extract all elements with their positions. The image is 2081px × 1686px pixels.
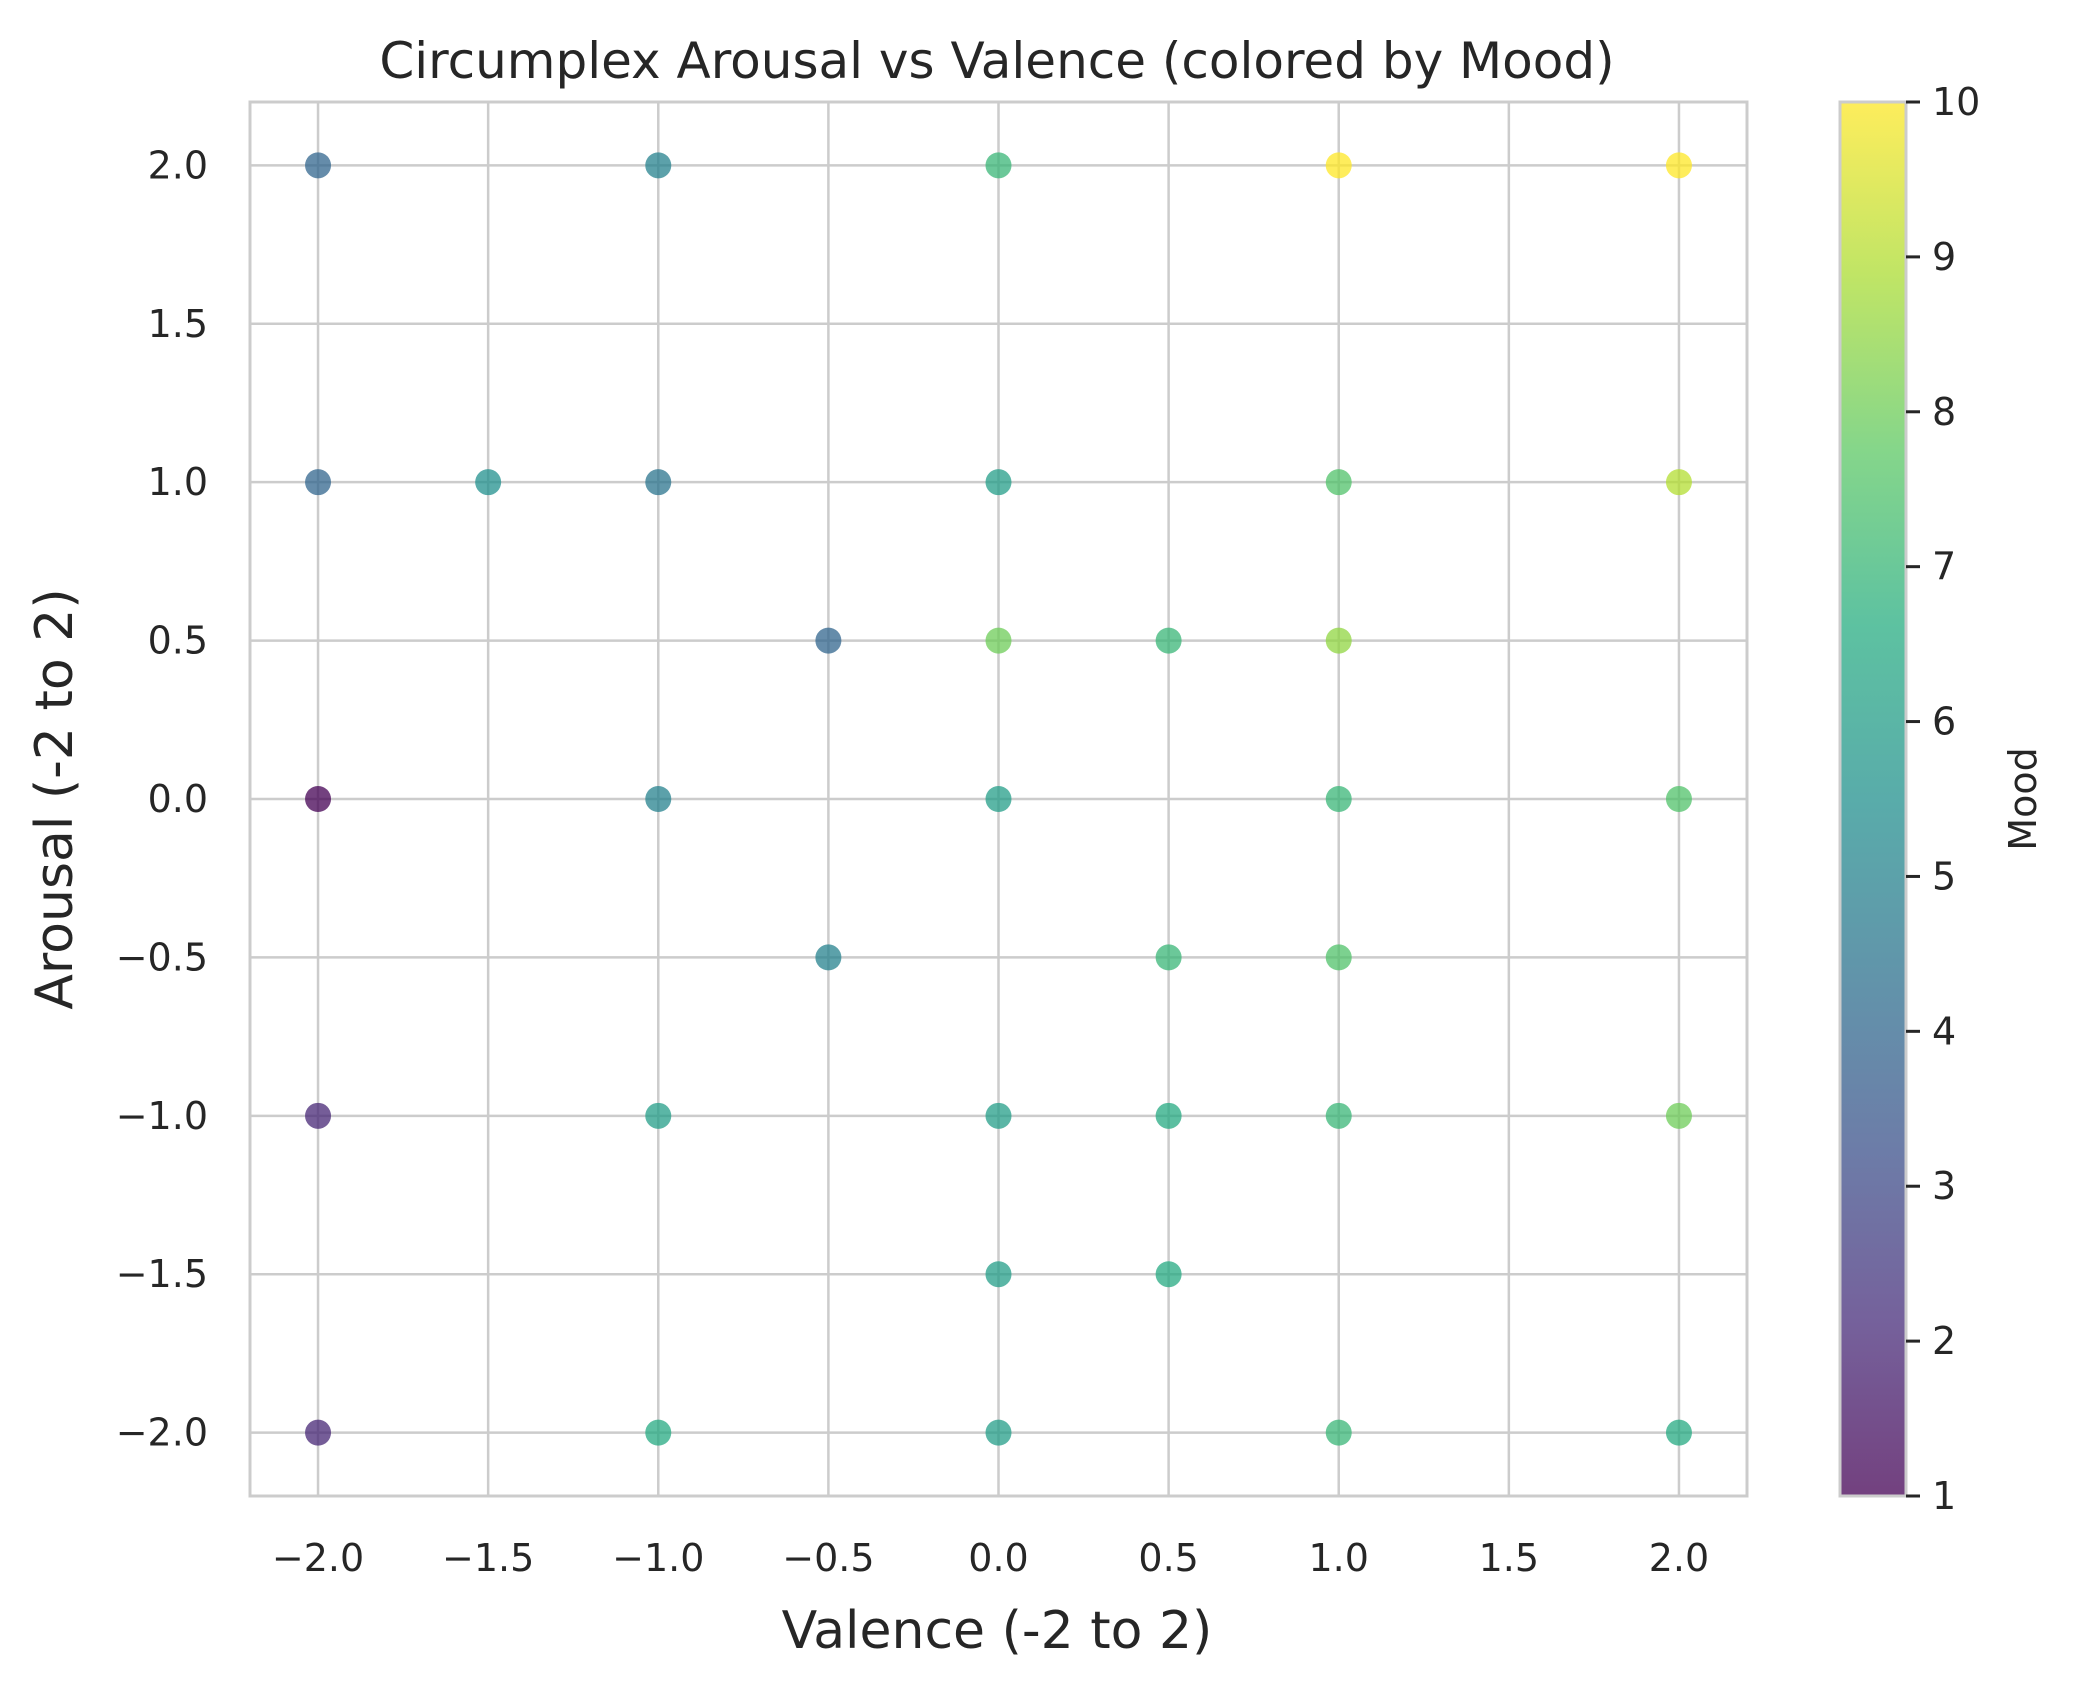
scatter-point — [1325, 944, 1352, 971]
plot-area: −2.0 −1.5 −1.0 −0.5 0.0 0.5 1.0 1.5 2.0 −2.0 −1.5 −… — [116, 100, 1749, 1580]
scatter-point — [985, 786, 1012, 812]
scatter-point — [985, 469, 1012, 496]
scatter-point — [645, 469, 672, 496]
colorbar-gradient — [1838, 100, 1908, 1498]
scatter-point — [815, 944, 842, 971]
scatter-point — [1325, 786, 1352, 812]
scatter-point — [815, 627, 842, 654]
colorbar-label: Mood — [2001, 747, 2045, 850]
scatter-point — [985, 1261, 1012, 1288]
colorbar-tick-label: 1 — [1932, 1474, 1956, 1518]
colorbar-tick-label: 9 — [1932, 235, 1956, 279]
x-tick-label: −0.5 — [782, 1536, 874, 1580]
scatter-point — [1325, 627, 1352, 654]
y-tick-label: −2.0 — [116, 1411, 208, 1455]
scatter-point — [1665, 469, 1692, 496]
y-tick-label: 1.5 — [148, 302, 208, 346]
x-tick-label: 0.0 — [968, 1536, 1028, 1580]
y-tick-label: −0.5 — [116, 935, 208, 979]
colorbar-tick-label: 10 — [1932, 80, 1980, 124]
x-tick-label: 0.5 — [1138, 1536, 1198, 1580]
y-tick-label: 1.0 — [148, 460, 208, 504]
x-tick-label: 1.5 — [1479, 1536, 1539, 1580]
scatter-point — [985, 1102, 1012, 1129]
x-tick-label: −1.5 — [442, 1536, 534, 1580]
scatter-point — [1665, 1419, 1692, 1446]
colorbar-tick-label: 5 — [1932, 854, 1956, 898]
colorbar-tick-label: 2 — [1932, 1319, 1956, 1363]
y-tick-label: −1.5 — [116, 1252, 208, 1296]
scatter-point — [305, 469, 332, 496]
scatter-point — [305, 1419, 332, 1446]
chart-title: Circumplex Arousal vs Valence (colored b… — [379, 32, 1614, 90]
scatter-point — [1155, 1102, 1182, 1129]
scatter-point — [645, 1419, 672, 1446]
scatter-point — [1325, 152, 1352, 179]
x-tick-label: −2.0 — [272, 1536, 364, 1580]
scatter-point — [1155, 944, 1182, 971]
scatter-point — [1325, 469, 1352, 496]
scatter-point — [305, 786, 332, 812]
scatter-point — [1665, 152, 1692, 179]
scatter-point — [305, 152, 332, 179]
colorbar: 1 2 3 4 5 6 7 8 9 10 — [1838, 80, 1980, 1518]
scatter-point — [1665, 786, 1692, 812]
scatter-point — [1665, 1102, 1692, 1129]
scatter-point — [475, 469, 502, 496]
scatter-point — [985, 152, 1012, 179]
colorbar-tick-label: 7 — [1932, 545, 1956, 589]
scatter-point — [1325, 1102, 1352, 1129]
y-tick-label: 2.0 — [148, 143, 208, 187]
y-tick-label: −1.0 — [116, 1094, 208, 1138]
scatter-point — [1155, 1261, 1182, 1288]
colorbar-tick-label: 4 — [1932, 1009, 1956, 1053]
x-tick-label: −1.0 — [612, 1536, 704, 1580]
scatter-point — [645, 786, 672, 812]
y-tick-label: 0.0 — [148, 777, 208, 821]
scatter-point — [1155, 627, 1182, 654]
x-axis-label: Valence (-2 to 2) — [782, 1601, 1213, 1661]
x-tick-label: 1.0 — [1309, 1536, 1369, 1580]
scatter-point — [645, 152, 672, 179]
scatter-point — [985, 1419, 1012, 1446]
scatter-point — [645, 1102, 672, 1129]
scatter-point — [985, 627, 1012, 654]
scatter-point — [1325, 1419, 1352, 1446]
y-tick-label: 0.5 — [148, 619, 208, 663]
x-tick-label: 2.0 — [1649, 1536, 1709, 1580]
colorbar-tick-label: 6 — [1932, 700, 1956, 744]
y-axis-label: Arousal (-2 to 2) — [25, 588, 85, 1009]
colorbar-tick-label: 3 — [1932, 1164, 1956, 1208]
colorbar-tick-label: 8 — [1932, 390, 1956, 434]
scatter-point — [305, 1102, 332, 1129]
plot-frame — [248, 100, 1749, 1498]
